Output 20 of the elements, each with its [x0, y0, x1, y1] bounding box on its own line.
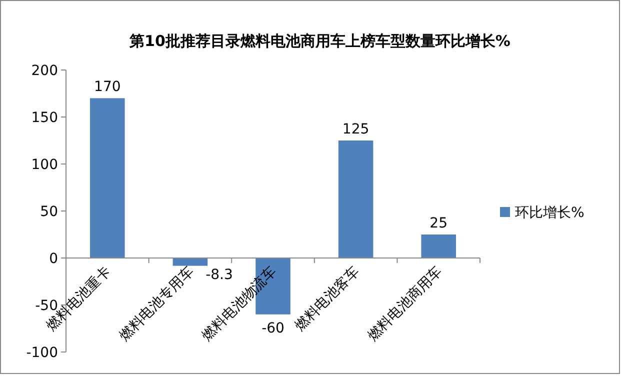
x-tick-label: 燃料电池商用车: [364, 264, 446, 344]
y-tick-label: 200: [31, 63, 58, 79]
x-tick-label: 燃料电池客车: [292, 264, 363, 334]
bar: [172, 258, 208, 266]
data-label: 25: [430, 216, 448, 232]
bar: [421, 234, 456, 258]
bar: [90, 98, 125, 258]
data-label: 170: [94, 79, 121, 96]
y-tick-label: 100: [31, 157, 58, 173]
bar: [338, 140, 374, 258]
chart-title: 第10批推荐目录燃料电池商用车上榜车型数量环比增长%: [128, 32, 510, 50]
y-tick-label: 0: [49, 251, 58, 267]
data-label: -8.3: [206, 266, 233, 283]
y-tick-label: 150: [31, 110, 58, 126]
legend-label: 环比增长%: [515, 205, 584, 221]
data-label: -60: [262, 320, 284, 336]
x-tick-label: 燃料电池专用车: [116, 264, 198, 344]
y-tick-label: -100: [26, 345, 58, 361]
y-tick-label: 50: [40, 204, 58, 220]
data-label: 125: [342, 122, 370, 138]
